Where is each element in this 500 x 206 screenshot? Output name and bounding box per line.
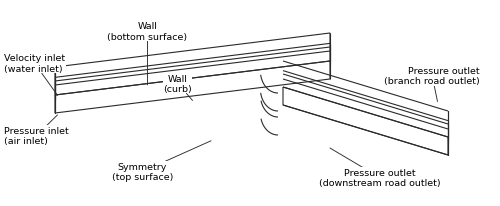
- Text: Symmetry
(top surface): Symmetry (top surface): [112, 141, 211, 181]
- Text: Pressure inlet
(air inlet): Pressure inlet (air inlet): [4, 115, 69, 146]
- Text: Velocity inlet
(water inlet): Velocity inlet (water inlet): [4, 54, 65, 96]
- Text: Pressure outlet
(branch road outlet): Pressure outlet (branch road outlet): [384, 67, 480, 102]
- Text: Wall
(curb): Wall (curb): [163, 74, 192, 101]
- Text: Wall
(bottom surface): Wall (bottom surface): [108, 22, 188, 85]
- Text: Pressure outlet
(downstream road outlet): Pressure outlet (downstream road outlet): [319, 148, 441, 187]
